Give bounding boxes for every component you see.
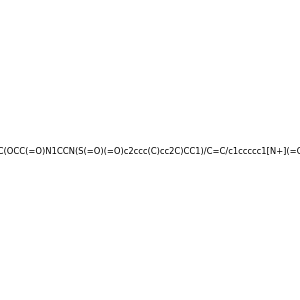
Text: O=C(OCC(=O)N1CCN(S(=O)(=O)c2ccc(C)cc2C)CC1)/C=C/c1ccccc1[N+](=O)[O-]: O=C(OCC(=O)N1CCN(S(=O)(=O)c2ccc(C)cc2C)C… bbox=[0, 147, 300, 156]
